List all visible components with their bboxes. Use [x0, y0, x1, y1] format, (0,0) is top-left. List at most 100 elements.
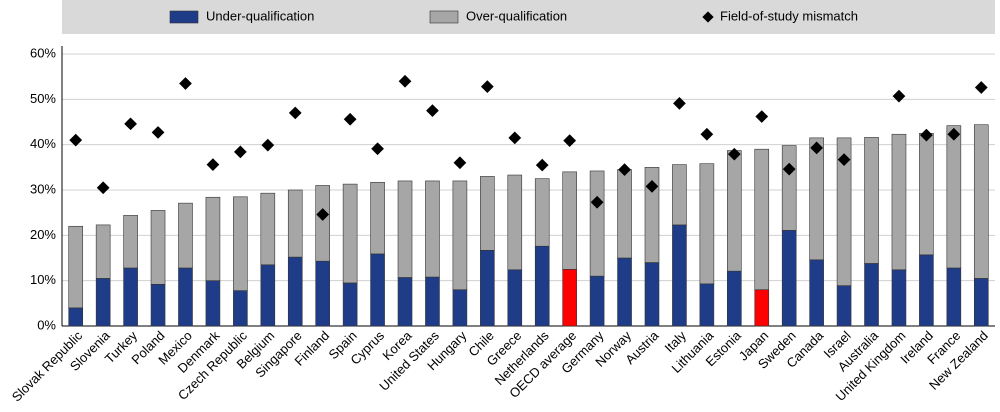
bar — [260, 192, 276, 266]
bar — [397, 180, 413, 278]
marker — [508, 131, 522, 145]
bar — [727, 270, 742, 327]
y-tick-label: 40% — [30, 136, 56, 151]
legend-label: Under-qualification — [206, 8, 314, 23]
bar — [452, 289, 468, 327]
bar — [507, 269, 523, 327]
marker — [206, 158, 220, 171]
marker — [700, 127, 714, 141]
bar — [891, 133, 907, 271]
bar — [754, 289, 770, 327]
bar — [562, 269, 577, 327]
marker — [371, 142, 384, 156]
y-tick-label: 50% — [30, 91, 56, 106]
y-tick-label: 30% — [30, 181, 56, 196]
marker — [974, 81, 988, 94]
marker — [480, 80, 494, 94]
bar — [452, 180, 468, 291]
bar — [507, 174, 523, 271]
bar — [95, 224, 111, 279]
bar — [891, 269, 907, 327]
legend-swatch — [429, 10, 459, 24]
bar — [287, 256, 303, 327]
marker — [398, 74, 412, 88]
bar — [672, 164, 687, 226]
bar — [342, 183, 358, 284]
bar — [178, 267, 193, 327]
bar — [781, 145, 797, 231]
bar — [836, 137, 852, 286]
bar — [425, 276, 440, 327]
legend-box — [62, 0, 995, 34]
bar — [919, 133, 934, 256]
bar — [233, 196, 248, 291]
bar — [123, 267, 138, 327]
marker — [234, 145, 247, 159]
bar — [150, 210, 166, 285]
bar — [233, 290, 248, 327]
marker — [69, 133, 83, 147]
marker — [316, 208, 330, 221]
marker — [426, 104, 439, 118]
y-tick-label: 0% — [37, 317, 56, 332]
bar — [589, 170, 605, 277]
bar — [973, 278, 989, 327]
bar — [68, 307, 84, 327]
bar — [589, 275, 605, 327]
bar — [178, 202, 193, 269]
legend-label: Over-qualification — [466, 8, 567, 23]
marker — [261, 138, 275, 152]
legend-swatch — [169, 10, 199, 24]
marker — [151, 126, 165, 139]
bar — [781, 230, 797, 327]
marker — [343, 112, 357, 126]
bar — [946, 125, 962, 269]
bar — [287, 189, 303, 258]
bar — [370, 253, 385, 327]
bar — [973, 124, 989, 279]
bar — [864, 263, 879, 327]
bar — [562, 171, 577, 270]
bar — [946, 267, 962, 327]
bar — [425, 180, 440, 278]
bar — [699, 283, 715, 327]
bar — [205, 196, 221, 281]
bar — [809, 259, 824, 327]
marker — [124, 117, 137, 131]
marker — [755, 110, 769, 123]
bar — [150, 283, 166, 327]
bar — [260, 264, 276, 327]
bar — [644, 167, 660, 263]
bar — [370, 181, 385, 255]
bar — [644, 262, 660, 327]
bar — [315, 260, 330, 327]
bar — [480, 249, 495, 327]
bar — [68, 225, 84, 309]
bar — [617, 169, 632, 259]
bar — [95, 278, 111, 327]
marker — [892, 89, 906, 103]
bar — [534, 178, 550, 247]
bar — [617, 257, 632, 327]
bar — [480, 176, 495, 251]
legend-label: Field-of-study mismatch — [720, 8, 858, 23]
bar — [864, 137, 879, 264]
bar — [727, 150, 742, 272]
bar — [699, 163, 715, 285]
y-tick-label: 20% — [30, 227, 56, 242]
bar — [534, 245, 550, 327]
bar — [123, 215, 138, 269]
bar — [919, 254, 934, 327]
marker — [96, 181, 110, 195]
y-tick-label: 60% — [30, 45, 56, 60]
bar — [205, 280, 221, 327]
bar — [315, 185, 330, 262]
bar — [836, 285, 852, 327]
marker — [453, 156, 467, 170]
bar — [754, 148, 770, 291]
bar — [342, 282, 358, 327]
marker — [535, 158, 549, 172]
bar — [397, 277, 413, 327]
marker — [179, 77, 192, 90]
